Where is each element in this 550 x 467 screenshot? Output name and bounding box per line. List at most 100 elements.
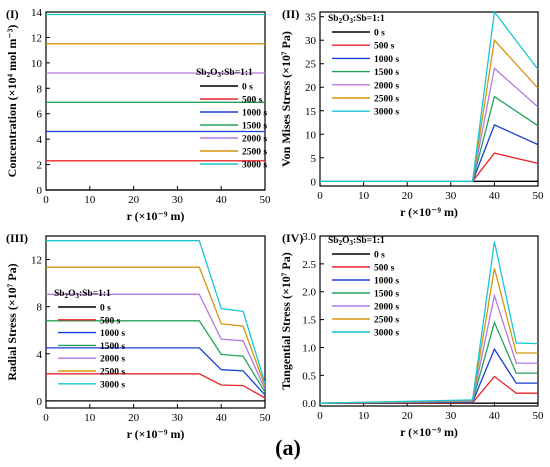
y-axis-label: Concentration (×10⁴ mol m⁻³): [5, 25, 19, 178]
y-tick-label: 2: [37, 160, 43, 172]
legend: Sb2O3:Sb=1:1 0 s 500 s 1000 s 1500 s 2000 s 25…: [54, 289, 125, 390]
series-line-2000s: [46, 293, 266, 390]
x-tick-label: 50: [260, 412, 272, 424]
series-line-2500s: [319, 268, 538, 404]
x-tick-label: 50: [260, 194, 272, 206]
legend-label: 2500 s: [374, 316, 399, 326]
x-tick-label: 0: [43, 194, 49, 206]
y-tick-label: 5: [311, 153, 317, 165]
legend-label: 2000 s: [100, 355, 125, 365]
legend-label: 0 s: [374, 251, 385, 261]
y-tick-label: 10: [305, 129, 317, 141]
x-tick-label: 10: [84, 412, 96, 424]
legend: Sb2O3:Sb=1:1 0 s 500 s 1000 s 1500 s 2000 s 25…: [196, 68, 267, 171]
y-tick-label: 2.5: [302, 259, 316, 271]
legend-label: 1500 s: [374, 68, 399, 78]
legend-label: 1000 s: [374, 55, 399, 65]
x-tick-label: 40: [489, 410, 501, 422]
legend-label: 3000 s: [100, 380, 125, 390]
legend-label: 0 s: [100, 304, 111, 314]
legend-title: Sb2O3:Sb=1:1: [328, 14, 385, 25]
x-tick-label: 10: [358, 190, 370, 202]
panel-label: (IV): [282, 231, 303, 245]
y-tick-label: 4: [37, 349, 43, 361]
legend-label: 2000 s: [242, 135, 267, 145]
series-line-500s: [319, 375, 538, 404]
legend-label: 1500 s: [242, 122, 267, 132]
series-line-1500s: [320, 95, 539, 182]
y-tick-label: 14: [31, 7, 43, 19]
legend-label: 0 s: [242, 83, 253, 93]
series-line-3000s: [319, 241, 539, 404]
y-tick-label: 0: [37, 185, 43, 197]
y-tick-label: 2.0: [302, 287, 316, 299]
legend-label: 1000 s: [374, 277, 399, 287]
y-tick-label: 15: [305, 106, 317, 118]
legend: Sb2O3:Sb=1:1 0 s 500 s 1000 s 1500 s 2000 s 25…: [328, 14, 399, 118]
x-axis-label: r (×10⁻⁹ m): [127, 427, 185, 441]
series-line-1000s: [320, 124, 539, 182]
legend-label: 2500 s: [242, 148, 267, 158]
legend-label: 3000 s: [374, 329, 399, 339]
legend-label: 1000 s: [100, 329, 125, 339]
x-tick-label: 50: [533, 190, 545, 202]
y-tick-label: 0.5: [302, 370, 316, 382]
y-tick-label: 8: [37, 83, 43, 95]
x-tick-label: 30: [445, 190, 457, 202]
y-tick-label: 4: [37, 134, 43, 146]
y-tick-label: 35: [305, 12, 317, 24]
y-tick-label: 0: [311, 176, 317, 188]
legend-label: 2000 s: [374, 81, 399, 91]
y-tick-label: 20: [305, 82, 317, 94]
y-tick-label: 0.0: [302, 398, 316, 410]
x-axis-label: r (×10⁻⁹ m): [400, 425, 458, 439]
x-tick-label: 0: [43, 412, 49, 424]
figure-caption: (a): [275, 435, 301, 460]
plot-frame: [45, 235, 266, 409]
legend-label: 0 s: [374, 29, 385, 39]
series-line-3000s: [320, 10, 539, 182]
legend-label: 2500 s: [100, 368, 125, 378]
legend-label: 1500 s: [374, 290, 399, 300]
y-axis-label: Radial Stress (×10⁷ Pa): [5, 263, 19, 380]
legend-label: 500 s: [242, 96, 263, 106]
x-tick-label: 0: [317, 190, 323, 202]
chart-panel-2: 0 10 20 30 40 50 0 5 10 15 20 25 30 35 r (×10⁻⁹ m) Von …: [279, 7, 544, 219]
y-tick-label: 12: [31, 32, 42, 44]
panel-label: (II): [282, 7, 299, 21]
x-tick-label: 20: [402, 190, 414, 202]
series-line-500s: [46, 373, 266, 399]
y-tick-label: 30: [305, 35, 317, 47]
x-tick-label: 10: [358, 410, 370, 422]
legend-label: 3000 s: [242, 161, 267, 171]
y-tick-label: 1.5: [302, 315, 316, 327]
legend-label: 500 s: [374, 264, 395, 274]
legend-label: 1000 s: [242, 109, 267, 119]
series-line-1500s: [319, 320, 538, 404]
chart-panel-1: 0 10 20 30 40 50 0 2 4 6 8 10 12 14 r (×10⁻⁹ m) Concent…: [5, 7, 271, 223]
x-tick-label: 40: [489, 190, 501, 202]
chart-panel-4: 0 10 20 30 40 50 0.0 0.5 1.0 1.5 2.0 2.5 3.0 r (×10⁻⁹…: [279, 231, 544, 439]
chart-panel-3: 0 10 20 30 40 50 0 4 8 12 r (×10⁻⁹ m) Radial Stress…: [5, 231, 271, 441]
x-tick-label: 20: [128, 194, 140, 206]
y-tick-label: 0: [37, 396, 43, 408]
series-line-1000s: [319, 347, 538, 404]
legend-label: 500 s: [100, 316, 121, 326]
plot-frame: [319, 235, 539, 407]
series-line-1500s: [46, 320, 266, 393]
x-tick-label: 30: [172, 412, 184, 424]
legend-label: 2000 s: [374, 303, 399, 313]
y-tick-label: 12: [31, 255, 42, 267]
x-tick-label: 0: [317, 410, 323, 422]
series-line-2500s: [46, 266, 266, 387]
panel-label: (I): [6, 7, 19, 21]
y-tick-label: 25: [305, 59, 317, 71]
legend-title: Sb2O3:Sb=1:1: [196, 68, 253, 79]
y-tick-label: 6: [37, 109, 43, 121]
series-line-3000s: [46, 240, 266, 384]
x-axis-label: r (×10⁻⁹ m): [127, 209, 185, 223]
legend-label: 1500 s: [100, 342, 125, 352]
panel-label: (III): [6, 231, 28, 245]
x-tick-label: 20: [402, 410, 414, 422]
